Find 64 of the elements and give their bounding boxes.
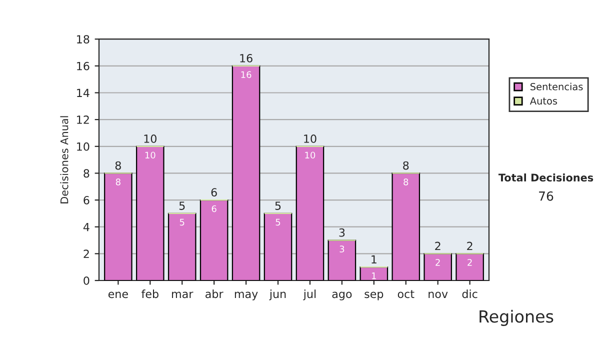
bar (232, 65, 260, 280)
total-label: 8 (115, 161, 121, 170)
text: Total Decisiones (498, 173, 594, 182)
total-label: 5 (275, 202, 281, 210)
total-label: 10 (304, 134, 316, 143)
bar (392, 172, 420, 280)
data-label: 6 (212, 205, 216, 212)
x-tick-label: feb (142, 290, 158, 298)
y-tick-label: 4 (83, 222, 90, 232)
total-label: 16 (240, 54, 252, 62)
y-axis-title: Decisiones Anual (60, 116, 68, 204)
y-tick-label: 12 (77, 116, 89, 124)
total-label: 5 (179, 202, 185, 210)
y-tick-label: 8 (84, 169, 90, 178)
x-tick-label: ene (108, 292, 128, 298)
x-tick-label: may (234, 292, 258, 300)
data-label: 10 (305, 152, 316, 159)
total-label: 3 (339, 228, 345, 237)
data-label: 2 (436, 258, 440, 266)
y-tick-label: 10 (77, 142, 90, 151)
bar (424, 253, 452, 280)
x-tick-label: mar (172, 292, 194, 298)
total-label: 6 (211, 188, 217, 197)
y-tick-label: 6 (84, 196, 90, 204)
data-label: 8 (116, 178, 120, 186)
data-label: 2 (468, 258, 472, 266)
text: Regiones (480, 310, 554, 326)
x-tick-label: abr (206, 290, 224, 298)
y-tick-label: 14 (77, 88, 90, 97)
x-tick-label: jun (269, 290, 286, 300)
legend-label: Sentencias (530, 82, 583, 90)
data-label: 8 (404, 178, 408, 186)
data-label: 3 (340, 246, 344, 252)
bar (264, 212, 292, 280)
data-label: 16 (241, 71, 252, 78)
bar (136, 146, 164, 280)
bar (328, 240, 356, 280)
total-label: 2 (467, 242, 472, 250)
bar (200, 199, 228, 280)
legend-label: Autos (530, 97, 558, 105)
total-label: 2 (435, 242, 440, 250)
y-tick-label: 16 (77, 62, 90, 70)
text: 76 (539, 191, 554, 201)
x-tick-label: sep (364, 292, 384, 300)
data-label: 1 (372, 272, 376, 280)
total-label: 1 (372, 255, 376, 264)
data-label: 10 (145, 152, 156, 159)
total-label: 10 (144, 134, 156, 143)
x-tick-label: oct (398, 290, 414, 298)
x-tick-label: nov (428, 292, 448, 298)
x-tick-label: ago (332, 292, 352, 300)
data-label: 5 (180, 218, 184, 226)
total-label: 8 (403, 161, 409, 170)
y-tick-label: 2 (84, 250, 89, 258)
bar (104, 172, 132, 280)
x-tick-label: jul (303, 290, 316, 300)
bar (456, 253, 484, 280)
x-tick-label: dic (462, 290, 478, 298)
y-tick-label: 0 (84, 276, 90, 285)
bar (296, 146, 324, 280)
bar (168, 212, 196, 280)
bar (360, 266, 388, 280)
y-tick-label: 18 (77, 35, 90, 44)
data-label: 5 (276, 218, 280, 226)
